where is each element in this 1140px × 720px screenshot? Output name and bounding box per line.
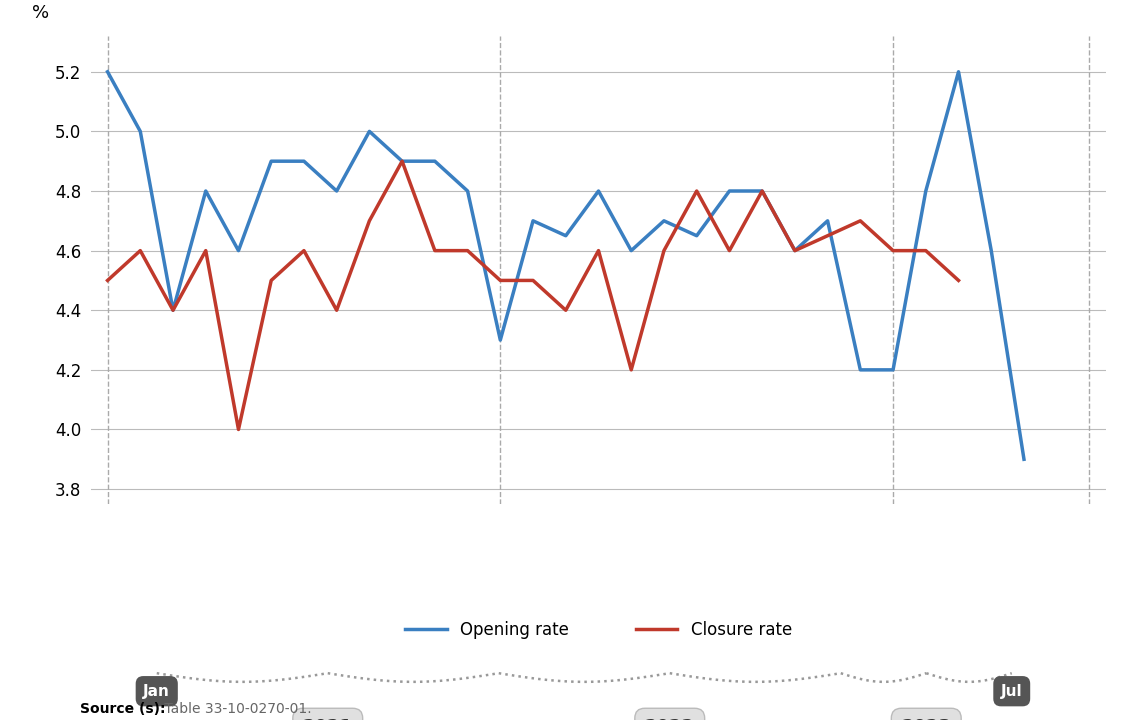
Text: 2022: 2022 <box>645 719 694 720</box>
Text: Jul: Jul <box>1001 684 1023 698</box>
Text: 2023: 2023 <box>902 719 951 720</box>
Text: Jan: Jan <box>144 684 170 698</box>
Text: Source (s):: Source (s): <box>80 702 165 716</box>
Text: 2021: 2021 <box>303 719 352 720</box>
Legend: Opening rate, Closure rate: Opening rate, Closure rate <box>399 614 798 645</box>
Text: Table 33-10-0270-01.: Table 33-10-0270-01. <box>160 702 311 716</box>
Y-axis label: %: % <box>32 4 49 22</box>
